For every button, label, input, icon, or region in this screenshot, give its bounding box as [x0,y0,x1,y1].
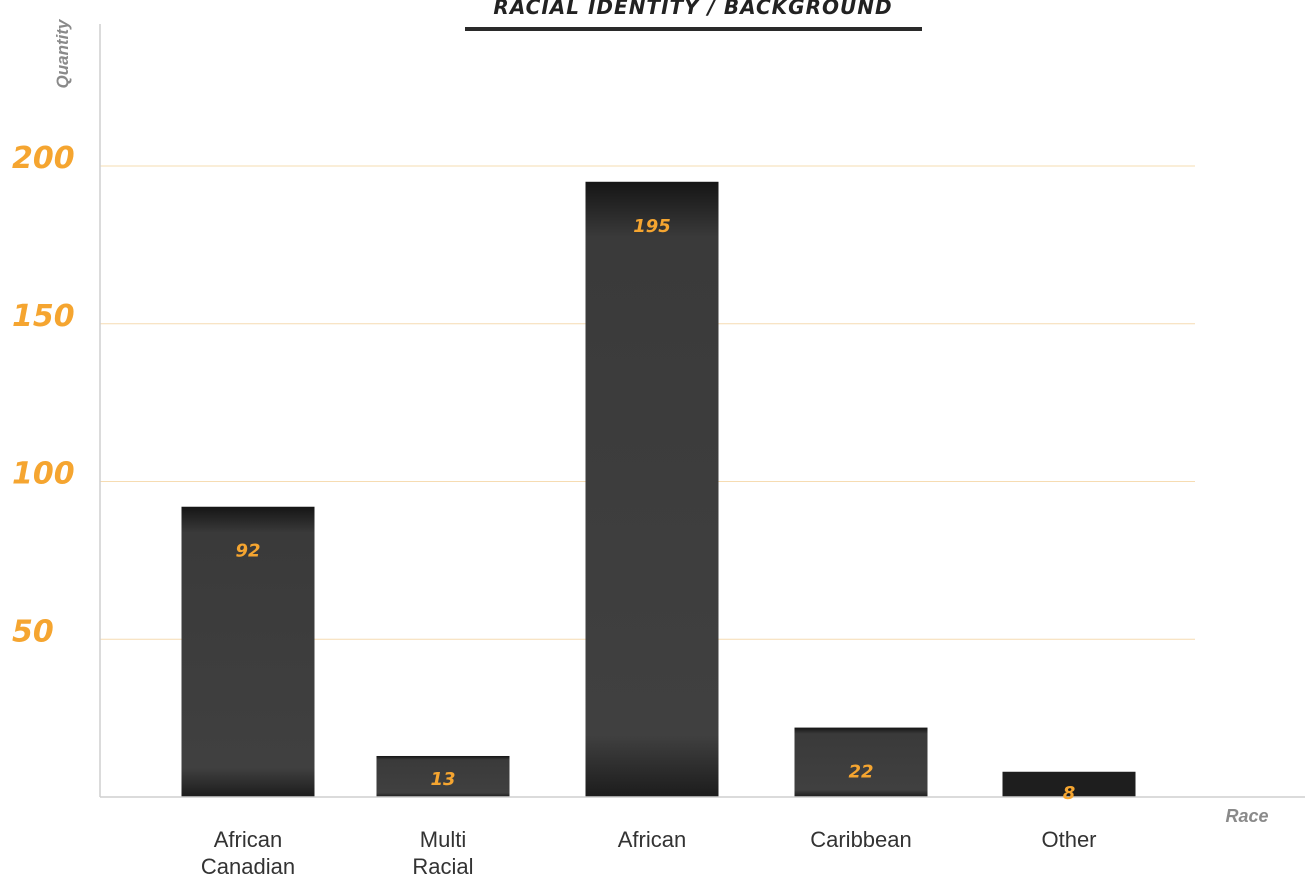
data-label: 92 [235,541,260,562]
bar [181,506,315,797]
y-tick-label: 200 [12,141,75,176]
y-axis-label: Quantity [53,18,72,88]
x-tick-label: Racial [412,854,473,879]
bar [585,181,719,797]
y-tick-label: 50 [12,614,54,649]
x-tick-label: Caribbean [810,827,912,852]
bar [376,755,510,797]
data-label: 8 [1063,783,1076,804]
data-label: 22 [848,762,873,783]
data-label: 195 [633,216,671,237]
x-tick-label: Other [1041,827,1096,852]
x-tick-label: Canadian [201,854,295,879]
x-tick-label: African [214,827,282,852]
y-tick-label: 150 [12,299,75,334]
chart-title: RACIAL IDENTITY / BACKGROUND [493,0,892,19]
x-tick-label: Multi [420,827,466,852]
bars [181,181,1136,797]
bar [794,727,928,797]
y-tick-label: 100 [12,457,75,492]
axes [99,24,1305,798]
labels: 5010015020092AfricanCanadian13MultiRacia… [12,141,1097,879]
x-axis-label: Race [1225,806,1268,826]
x-tick-label: African [618,827,686,852]
data-label: 13 [430,769,455,790]
bar [1002,771,1136,797]
